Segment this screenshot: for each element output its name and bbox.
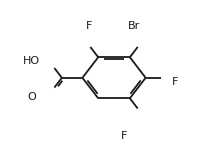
Text: O: O	[27, 92, 36, 102]
Text: HO: HO	[23, 56, 40, 66]
Text: F: F	[172, 77, 178, 87]
Text: F: F	[121, 131, 128, 141]
Text: F: F	[85, 21, 92, 31]
Text: Br: Br	[128, 21, 140, 31]
